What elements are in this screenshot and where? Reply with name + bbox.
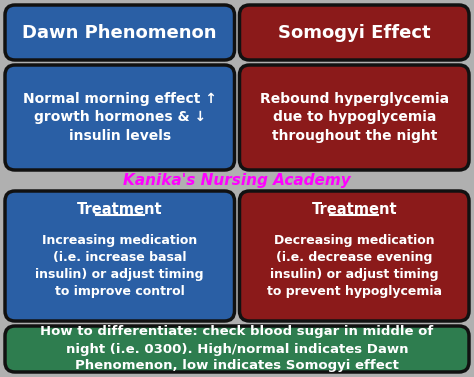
Text: Normal morning effect ↑
growth hormones & ↓
insulin levels: Normal morning effect ↑ growth hormones … <box>23 92 217 143</box>
Text: Increasing medication
(i.e. increase basal
insulin) or adjust timing
to improve : Increasing medication (i.e. increase bas… <box>36 234 204 298</box>
Text: Treatment: Treatment <box>77 201 163 216</box>
FancyBboxPatch shape <box>239 5 469 60</box>
FancyBboxPatch shape <box>5 5 235 60</box>
FancyBboxPatch shape <box>239 191 469 321</box>
FancyBboxPatch shape <box>5 191 235 321</box>
Text: Dawn Phenomenon: Dawn Phenomenon <box>22 23 217 41</box>
Text: Treatment: Treatment <box>311 201 397 216</box>
FancyBboxPatch shape <box>5 65 235 170</box>
Text: How to differentiate: check blood sugar in middle of
night (i.e. 0300). High/nor: How to differentiate: check blood sugar … <box>40 325 434 372</box>
Text: Somogyi Effect: Somogyi Effect <box>278 23 430 41</box>
FancyBboxPatch shape <box>239 65 469 170</box>
Text: Decreasing medication
(i.e. decrease evening
insulin) or adjust timing
to preven: Decreasing medication (i.e. decrease eve… <box>267 234 442 298</box>
Text: Kanika's Nursing Academy: Kanika's Nursing Academy <box>123 173 351 188</box>
FancyBboxPatch shape <box>5 326 469 372</box>
Text: Rebound hyperglycemia
due to hypoglycemia
throughout the night: Rebound hyperglycemia due to hypoglycemi… <box>260 92 449 143</box>
